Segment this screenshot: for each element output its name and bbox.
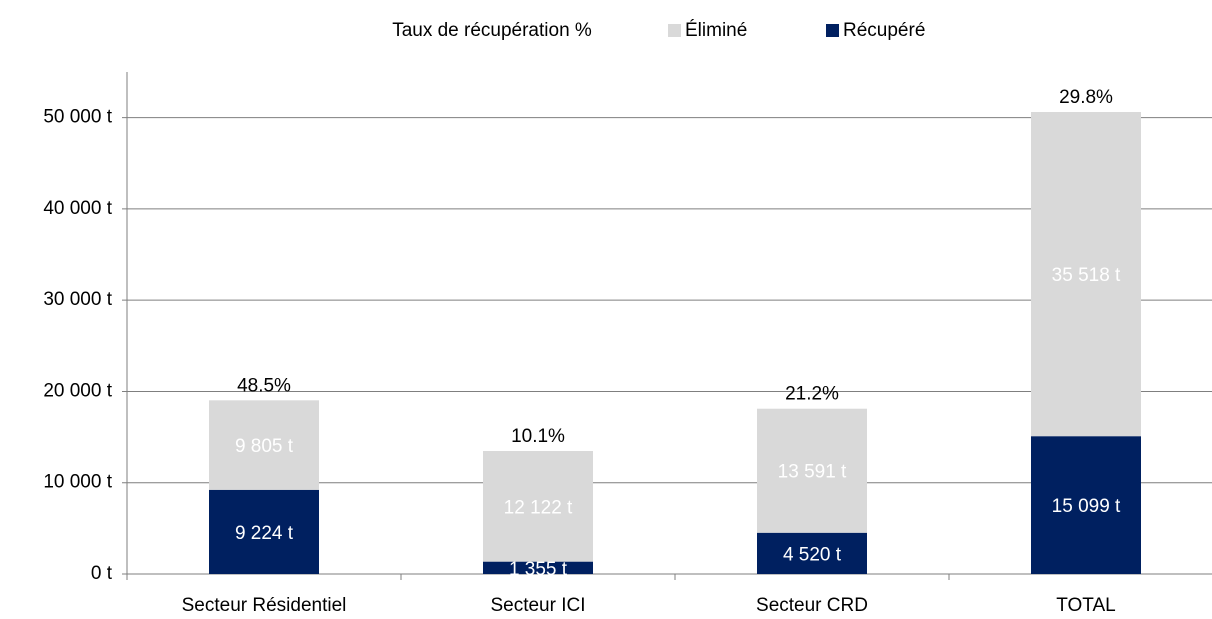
y-tick-label: 50 000 t <box>43 107 112 128</box>
data-label: 1 355 t <box>509 559 568 580</box>
y-tick-label: 40 000 t <box>43 198 112 219</box>
y-tick-label: 0 t <box>91 563 113 584</box>
y-tick-label: 20 000 t <box>43 380 112 401</box>
data-label: 12 122 t <box>504 497 573 518</box>
rate-label: 48.5% <box>237 375 291 396</box>
data-label: 15 099 t <box>1052 496 1121 517</box>
bar-segment <box>209 400 319 490</box>
bar-segment <box>1031 112 1141 437</box>
legend-label: Éliminé <box>685 20 747 41</box>
data-label: 9 805 t <box>235 436 294 457</box>
y-tick-label: 30 000 t <box>43 289 112 310</box>
rate-label: 29.8% <box>1059 87 1113 108</box>
legend-label: Récupéré <box>843 20 925 41</box>
bar-segment <box>483 561 593 574</box>
bar-segment <box>209 489 319 574</box>
bar-segment <box>483 450 593 562</box>
x-tick-label: TOTAL <box>1056 595 1115 616</box>
data-label: 4 520 t <box>783 544 842 565</box>
bar-segment <box>757 532 867 574</box>
legend-swatch <box>668 24 681 37</box>
data-label: 13 591 t <box>778 462 847 483</box>
rate-label: 21.2% <box>785 384 839 405</box>
legend-swatch <box>826 24 839 37</box>
legend-label: Taux de récupération % <box>392 20 592 41</box>
x-tick-label: Secteur Résidentiel <box>182 595 347 616</box>
bar-segment <box>1031 436 1141 574</box>
data-label: 35 518 t <box>1052 265 1121 286</box>
x-tick-label: Secteur CRD <box>756 595 868 616</box>
x-tick-label: Secteur ICI <box>490 595 585 616</box>
bar-segment <box>757 408 867 533</box>
rate-label: 10.1% <box>511 426 565 447</box>
y-tick-label: 10 000 t <box>43 472 112 493</box>
data-label: 9 224 t <box>235 523 294 544</box>
